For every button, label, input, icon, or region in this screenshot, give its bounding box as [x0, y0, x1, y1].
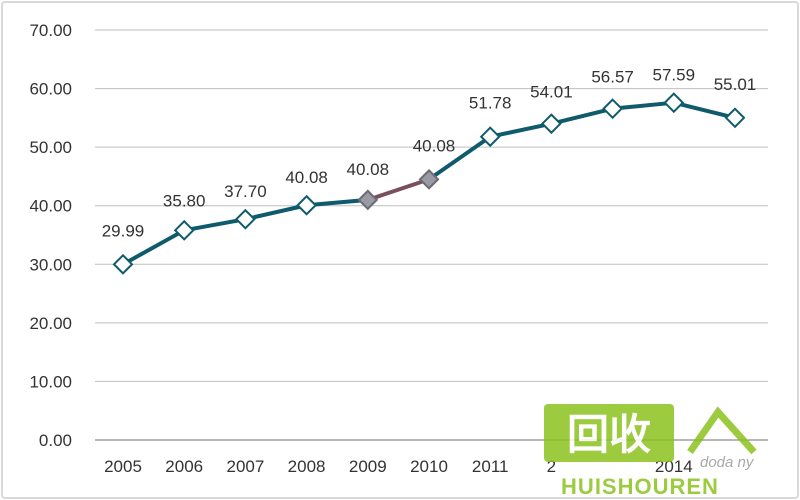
x-tick-label: 2009 — [349, 457, 387, 476]
series-line-segment — [549, 106, 615, 126]
x-tick-label: 2011 — [472, 457, 509, 476]
data-point-marker — [234, 208, 256, 230]
y-tick-label: 30.00 — [29, 255, 72, 274]
data-label: 35.80 — [163, 191, 206, 210]
data-label: 40.08 — [347, 160, 390, 179]
data-point-marker — [112, 253, 134, 275]
x-tick-label: 2 — [547, 457, 556, 476]
data-point-marker — [418, 168, 440, 190]
series-line-segment — [488, 121, 554, 139]
y-tick-label: 50.00 — [29, 138, 72, 157]
data-point-marker — [540, 113, 562, 135]
series-line-segment — [243, 203, 309, 222]
y-tick-label: 20.00 — [29, 314, 72, 333]
x-tick-label: 2005 — [104, 457, 142, 476]
y-tick-label: 70.00 — [29, 21, 72, 40]
series-line-segment — [671, 100, 737, 120]
series-line-segment — [365, 177, 431, 202]
series-line-segment — [121, 228, 187, 267]
watermark-text: HUISHOUREN — [561, 474, 719, 499]
y-tick-label: 60.00 — [29, 80, 72, 99]
data-label: 29.99 — [102, 221, 145, 240]
data-point-marker — [479, 126, 501, 148]
y-tick-label: 40.00 — [29, 197, 72, 216]
x-tick-label: 2007 — [226, 457, 264, 476]
data-label: 40.08 — [285, 168, 328, 187]
y-tick-label: 0.00 — [39, 431, 72, 450]
data-point-marker — [296, 194, 318, 216]
data-label: 56.57 — [591, 68, 634, 87]
series-line — [121, 100, 737, 267]
x-tick-label: 2008 — [288, 457, 326, 476]
data-point-marker — [724, 107, 746, 129]
y-tick-label: 10.00 — [29, 372, 72, 391]
x-tick-label: 2006 — [165, 457, 203, 476]
series-markers — [112, 92, 746, 275]
series-line-segment — [182, 217, 248, 233]
data-label: 54.01 — [530, 83, 573, 102]
watermark-roof-icon — [687, 406, 757, 455]
series-line-segment — [610, 100, 676, 111]
data-label: 37.70 — [224, 182, 267, 201]
watermark-subtext: doda ny — [700, 454, 755, 471]
data-label: 55.01 — [714, 75, 757, 94]
data-label: 51.78 — [469, 94, 512, 113]
watermark-badge — [544, 404, 674, 462]
data-point-marker — [357, 189, 379, 211]
data-point-marker — [602, 98, 624, 120]
data-label: 57.59 — [653, 66, 696, 85]
x-axis-ticks: 2005 2006 2007 2008 2009 2010 2011 2 2014 — [104, 457, 693, 476]
series-line-segment — [304, 197, 370, 208]
series-line-segment — [427, 134, 493, 182]
watermark-logo: 回收 doda ny HUISHOUREN — [544, 404, 757, 499]
x-tick-label: 2010 — [410, 457, 448, 476]
data-point-marker — [663, 92, 685, 114]
data-point-marker — [173, 219, 195, 241]
data-labels: 29.99 35.80 37.70 40.08 40.08 40.08 51.78 54.01… — [102, 66, 757, 241]
data-label: 40.08 — [413, 136, 456, 155]
gridlines — [95, 29, 768, 441]
y-axis-ticks: 0.00 10.00 20.00 30.00 40.00 50.00 60.00 70.00 — [29, 21, 72, 450]
watermark-glyphs: 回收 — [567, 410, 651, 459]
